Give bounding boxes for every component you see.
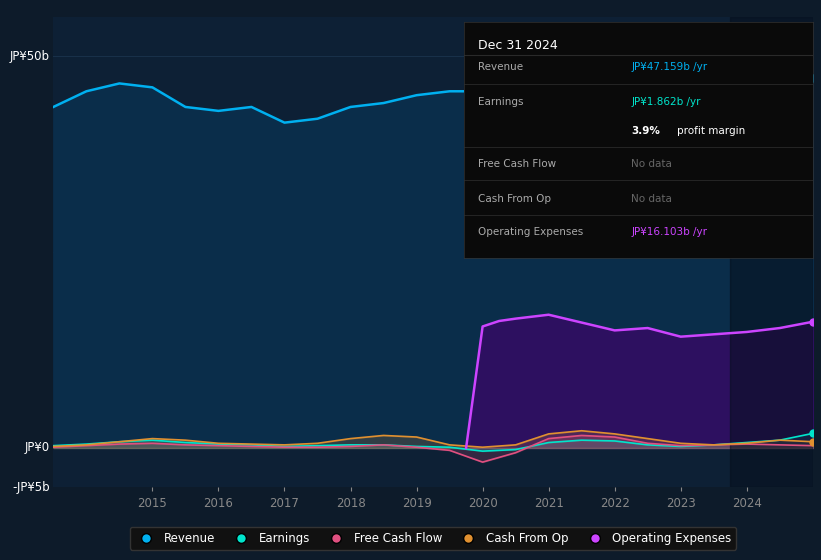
Bar	[730, 17, 813, 487]
Text: Earnings: Earnings	[478, 97, 523, 108]
Text: Free Cash Flow: Free Cash Flow	[478, 158, 556, 169]
Text: Revenue: Revenue	[478, 62, 523, 72]
Text: JP¥0: JP¥0	[25, 441, 49, 455]
Text: JP¥16.103b /yr: JP¥16.103b /yr	[631, 227, 708, 237]
Text: No data: No data	[631, 194, 672, 204]
Text: -JP¥5b: -JP¥5b	[12, 480, 49, 494]
Text: profit margin: profit margin	[677, 125, 745, 136]
Text: Operating Expenses: Operating Expenses	[478, 227, 583, 237]
Text: Dec 31 2024: Dec 31 2024	[478, 39, 557, 52]
Text: JP¥47.159b /yr: JP¥47.159b /yr	[631, 62, 708, 72]
Text: JP¥1.862b /yr: JP¥1.862b /yr	[631, 97, 701, 108]
Text: 3.9%: 3.9%	[631, 125, 660, 136]
Legend: Revenue, Earnings, Free Cash Flow, Cash From Op, Operating Expenses: Revenue, Earnings, Free Cash Flow, Cash …	[130, 527, 736, 549]
Text: No data: No data	[631, 158, 672, 169]
Text: Cash From Op: Cash From Op	[478, 194, 551, 204]
Text: JP¥50b: JP¥50b	[10, 49, 49, 63]
